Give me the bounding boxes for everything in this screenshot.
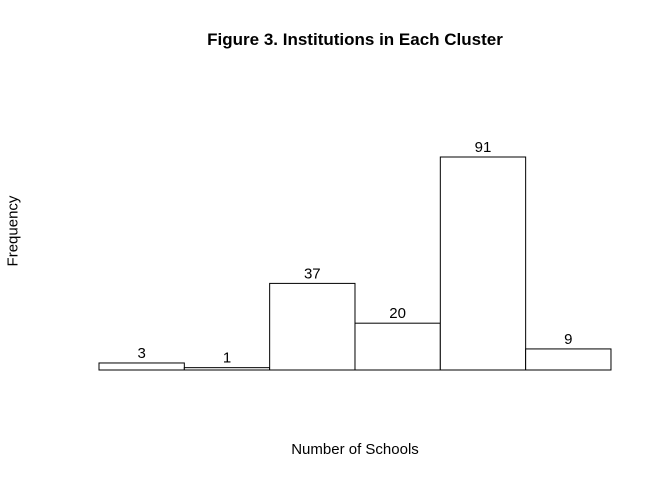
- data-label-3: 37: [304, 265, 321, 282]
- chart-title: Figure 3. Institutions in Each Cluster: [207, 30, 503, 49]
- bar-4: [354, 322, 441, 371]
- bar-2: [183, 367, 271, 371]
- bar-6: [525, 348, 612, 371]
- bar-3: [269, 282, 356, 371]
- data-label-4: 20: [389, 305, 406, 322]
- bars-group: [98, 156, 612, 371]
- x-axis-label: Number of Schools: [291, 441, 419, 458]
- bar-1: [98, 362, 185, 371]
- data-label-1: 3: [137, 345, 145, 362]
- bar-5: [439, 156, 527, 371]
- data-labels-group: 3 1 37 20 91 9: [137, 139, 572, 367]
- data-label-5: 91: [475, 139, 492, 156]
- data-label-6: 9: [564, 331, 572, 348]
- data-label-2: 1: [223, 350, 231, 367]
